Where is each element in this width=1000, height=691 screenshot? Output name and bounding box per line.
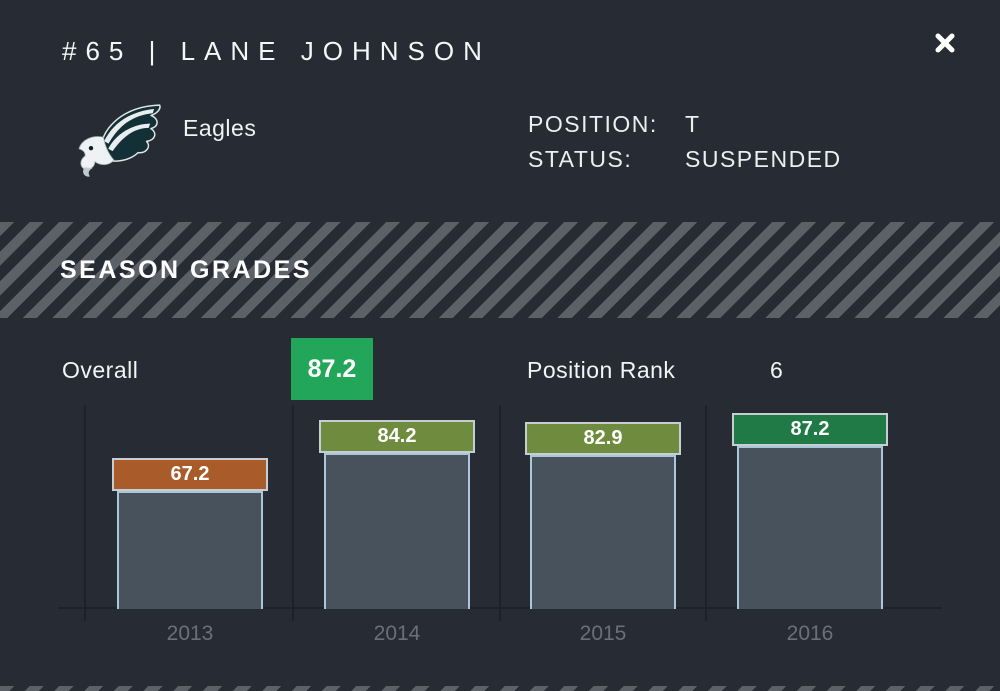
chart-gridline bbox=[292, 405, 294, 621]
chart-gridline bbox=[499, 405, 501, 621]
bar-grade-value: 84.2 bbox=[377, 425, 417, 447]
close-icon bbox=[935, 33, 955, 53]
bar-group-2014: 84.2 bbox=[319, 420, 475, 609]
team-name: Eagles bbox=[183, 115, 257, 141]
bar-body bbox=[737, 446, 883, 609]
overall-label: Overall bbox=[62, 357, 139, 383]
bar-group-2015: 82.9 bbox=[525, 422, 681, 609]
chart-gridline bbox=[705, 405, 707, 621]
player-title: #65 | LANE JOHNSON bbox=[62, 36, 491, 66]
bottom-divider-band bbox=[0, 686, 1000, 691]
position-value: T bbox=[685, 111, 701, 137]
overall-grade-badge: 87.2 bbox=[291, 338, 373, 400]
year-label: 2016 bbox=[786, 622, 834, 645]
player-meta: POSITION: T STATUS: SUSPENDED bbox=[528, 107, 842, 177]
position-rank-label: Position Rank bbox=[527, 357, 676, 383]
bar-grade-cap: 87.2 bbox=[732, 413, 888, 446]
bar-group-2013: 67.2 bbox=[112, 458, 268, 609]
bar-body bbox=[117, 491, 263, 609]
bar-grade-cap: 67.2 bbox=[112, 458, 268, 491]
bar-grade-value: 82.9 bbox=[583, 427, 623, 449]
bar-grade-cap: 84.2 bbox=[319, 420, 475, 453]
bar-grade-cap: 82.9 bbox=[525, 422, 681, 455]
section-header-band: SEASON GRADES bbox=[0, 222, 1000, 318]
status-label: STATUS: bbox=[528, 146, 633, 172]
year-label: 2014 bbox=[373, 622, 421, 645]
chart-axis-line bbox=[58, 607, 942, 609]
status-row: STATUS: SUSPENDED bbox=[528, 142, 842, 177]
bar-grade-value: 87.2 bbox=[790, 418, 830, 440]
section-title: SEASON GRADES bbox=[60, 255, 312, 284]
chart-gridline bbox=[84, 405, 86, 621]
position-rank-value: 6 bbox=[770, 357, 783, 383]
bar-group-2016: 87.2 bbox=[732, 413, 888, 609]
year-label: 2015 bbox=[579, 622, 627, 645]
position-row: POSITION: T bbox=[528, 107, 842, 142]
close-button[interactable] bbox=[926, 24, 964, 62]
year-label: 2013 bbox=[166, 622, 214, 645]
bar-body bbox=[324, 453, 470, 609]
position-label: POSITION: bbox=[528, 111, 658, 137]
bar-grade-value: 67.2 bbox=[170, 463, 210, 485]
team-logo-icon bbox=[78, 104, 161, 177]
bar-body bbox=[530, 455, 676, 609]
status-value: SUSPENDED bbox=[685, 146, 842, 172]
